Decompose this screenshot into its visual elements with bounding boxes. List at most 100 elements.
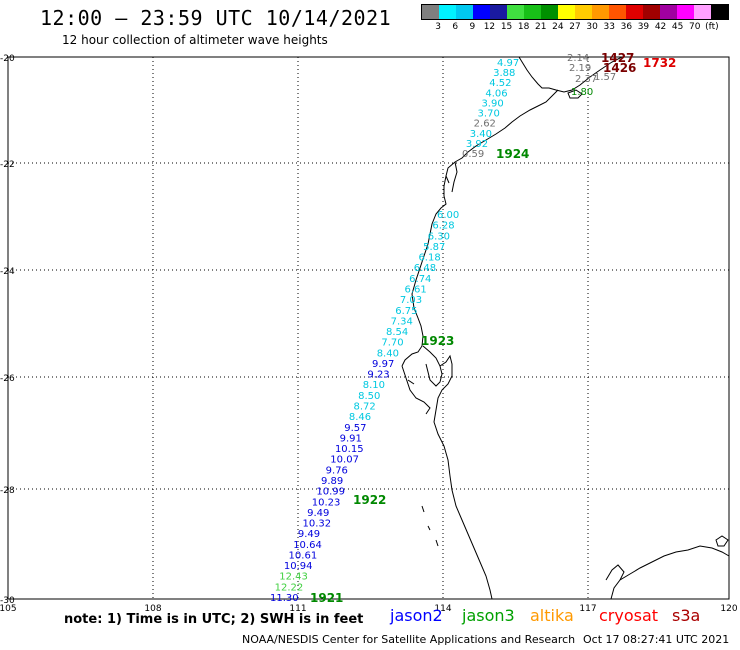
wave-height-value: 7.03 bbox=[400, 295, 422, 306]
legend-label: 9 bbox=[469, 22, 476, 32]
wave-height-value: 6.61 bbox=[405, 284, 427, 295]
wave-height-value: 6.30 bbox=[428, 231, 450, 242]
lat-label: -24 bbox=[0, 267, 15, 277]
legend-swatch bbox=[677, 5, 694, 19]
lon-label: 120 bbox=[720, 604, 737, 614]
legend-swatch bbox=[541, 5, 558, 19]
wave-height-value: 0.59 bbox=[462, 149, 484, 160]
legend-label: 6 bbox=[452, 22, 459, 32]
coastline bbox=[605, 564, 625, 581]
legend-label: 42 bbox=[654, 22, 667, 32]
legend-swatch bbox=[507, 5, 524, 19]
wave-height-value: 6.48 bbox=[414, 263, 436, 274]
wave-height-value: 9.76 bbox=[326, 465, 348, 476]
wave-height-value: 9.49 bbox=[298, 529, 320, 540]
legend-swatch bbox=[609, 5, 626, 19]
wave-height-value: 3.92 bbox=[466, 139, 488, 150]
lat-label: -28 bbox=[0, 486, 15, 496]
legend-swatch bbox=[558, 5, 575, 19]
legend-swatch bbox=[643, 5, 660, 19]
lat-label: -20 bbox=[0, 54, 15, 64]
pass-time-label: 1732 bbox=[643, 56, 676, 70]
wave-height-value: 10.99 bbox=[316, 487, 345, 498]
wave-height-value: 8.54 bbox=[386, 327, 408, 338]
footer-note: note: 1) Time is in UTC; 2) SWH is in fe… bbox=[64, 612, 364, 627]
wave-height-value: 5.87 bbox=[423, 242, 445, 253]
wave-height-value: 3.40 bbox=[470, 129, 492, 140]
satellite-legend-altika: altika bbox=[530, 606, 574, 625]
wave-height-value: 10.61 bbox=[289, 550, 318, 561]
wave-height-value: 2.37 bbox=[575, 74, 597, 85]
legend-label: 30 bbox=[586, 22, 598, 32]
lon-label: 114 bbox=[434, 604, 451, 614]
wave-height-value: 8.72 bbox=[354, 402, 376, 413]
legend-swatch bbox=[473, 5, 490, 19]
legend-label: 39 bbox=[637, 22, 650, 32]
wave-height-value: 4.52 bbox=[489, 78, 511, 89]
wave-height-value: 9.97 bbox=[372, 359, 394, 370]
wave-height-value: 8.10 bbox=[363, 380, 385, 391]
satellite-legend-jason3: jason3 bbox=[462, 606, 515, 625]
legend-swatch bbox=[490, 5, 507, 19]
pass-time-label: 1923 bbox=[421, 334, 454, 348]
coastline bbox=[715, 535, 729, 547]
legend-label: 21 bbox=[535, 22, 547, 32]
legend-labels: 3 6 9 12 15 18 21 24 27 30 33 36 39 42 45 70 (ft) bbox=[421, 20, 729, 34]
map-frame bbox=[7, 56, 730, 600]
color-legend: 3 6 9 12 15 18 21 24 27 30 33 36 39 42 45 70 (ft) bbox=[421, 4, 729, 34]
credit-text: NOAA/NESDIS Center for Satellite Applica… bbox=[242, 633, 576, 646]
wave-height-value: 2.14 bbox=[567, 53, 589, 64]
legend-swatch bbox=[626, 5, 643, 19]
legend-label: 12 bbox=[483, 22, 496, 32]
wave-height-value: 12.43 bbox=[279, 572, 308, 583]
coastline bbox=[567, 89, 583, 99]
legend-label: 70 bbox=[689, 22, 701, 32]
wave-height-value: 6.18 bbox=[418, 253, 440, 264]
wave-height-value: 9.23 bbox=[367, 370, 389, 381]
legend-label: 3 bbox=[435, 22, 441, 32]
legend-label: 45 bbox=[671, 22, 684, 32]
pass-time-label: 1426 bbox=[603, 61, 636, 75]
wave-height-value: 4.97 bbox=[497, 58, 519, 69]
legend-swatch bbox=[575, 5, 592, 19]
wave-height-value: 7.70 bbox=[381, 338, 403, 349]
wave-height-value: 10.32 bbox=[302, 519, 331, 530]
lat-label: -30 bbox=[0, 596, 15, 606]
coastline bbox=[435, 539, 439, 547]
coastline bbox=[422, 345, 443, 387]
wave-height-value: 10.07 bbox=[330, 455, 359, 466]
lat-label: -22 bbox=[0, 160, 15, 170]
wave-height-value: 2.62 bbox=[474, 119, 496, 130]
wave-height-value: 6.75 bbox=[395, 306, 417, 317]
wave-height-value: 10.23 bbox=[312, 497, 341, 508]
satellite-legend-s3a: s3a bbox=[672, 606, 701, 625]
wave-height-value: 2.19 bbox=[569, 63, 591, 74]
wave-height-value: 6.00 bbox=[437, 210, 459, 221]
legend-color-bar bbox=[421, 4, 729, 20]
wave-height-value: 10.64 bbox=[293, 540, 322, 551]
wave-height-value: 8.40 bbox=[377, 348, 399, 359]
page-subtitle: 12 hour collection of altimeter wave hei… bbox=[62, 33, 328, 47]
page-title: 12:00 – 23:59 UTC 10/14/2021 bbox=[40, 6, 392, 30]
lon-label: 105 bbox=[0, 604, 17, 614]
wave-height-value: 3.90 bbox=[481, 98, 503, 109]
legend-swatch bbox=[660, 5, 677, 19]
wave-height-value: 9.89 bbox=[321, 476, 343, 487]
wave-height-value: 3.88 bbox=[493, 68, 515, 79]
satellite-legend-cryosat: cryosat bbox=[599, 606, 659, 625]
legend-swatch bbox=[711, 5, 728, 19]
wave-height-value: 6.28 bbox=[432, 221, 454, 232]
wave-height-value: 10.15 bbox=[335, 444, 364, 455]
wave-height-value: 3.70 bbox=[478, 109, 500, 120]
wave-height-value: 9.49 bbox=[307, 508, 329, 519]
legend-swatch bbox=[456, 5, 473, 19]
lon-label: 108 bbox=[144, 604, 161, 614]
coastline bbox=[518, 56, 623, 93]
satellite-legend-jason2: jason2 bbox=[390, 606, 443, 625]
coastline bbox=[610, 545, 730, 600]
legend-swatch bbox=[592, 5, 609, 19]
coastline bbox=[427, 525, 431, 531]
legend-label: (ft) bbox=[705, 22, 719, 32]
wave-height-value: 6.74 bbox=[409, 274, 431, 285]
